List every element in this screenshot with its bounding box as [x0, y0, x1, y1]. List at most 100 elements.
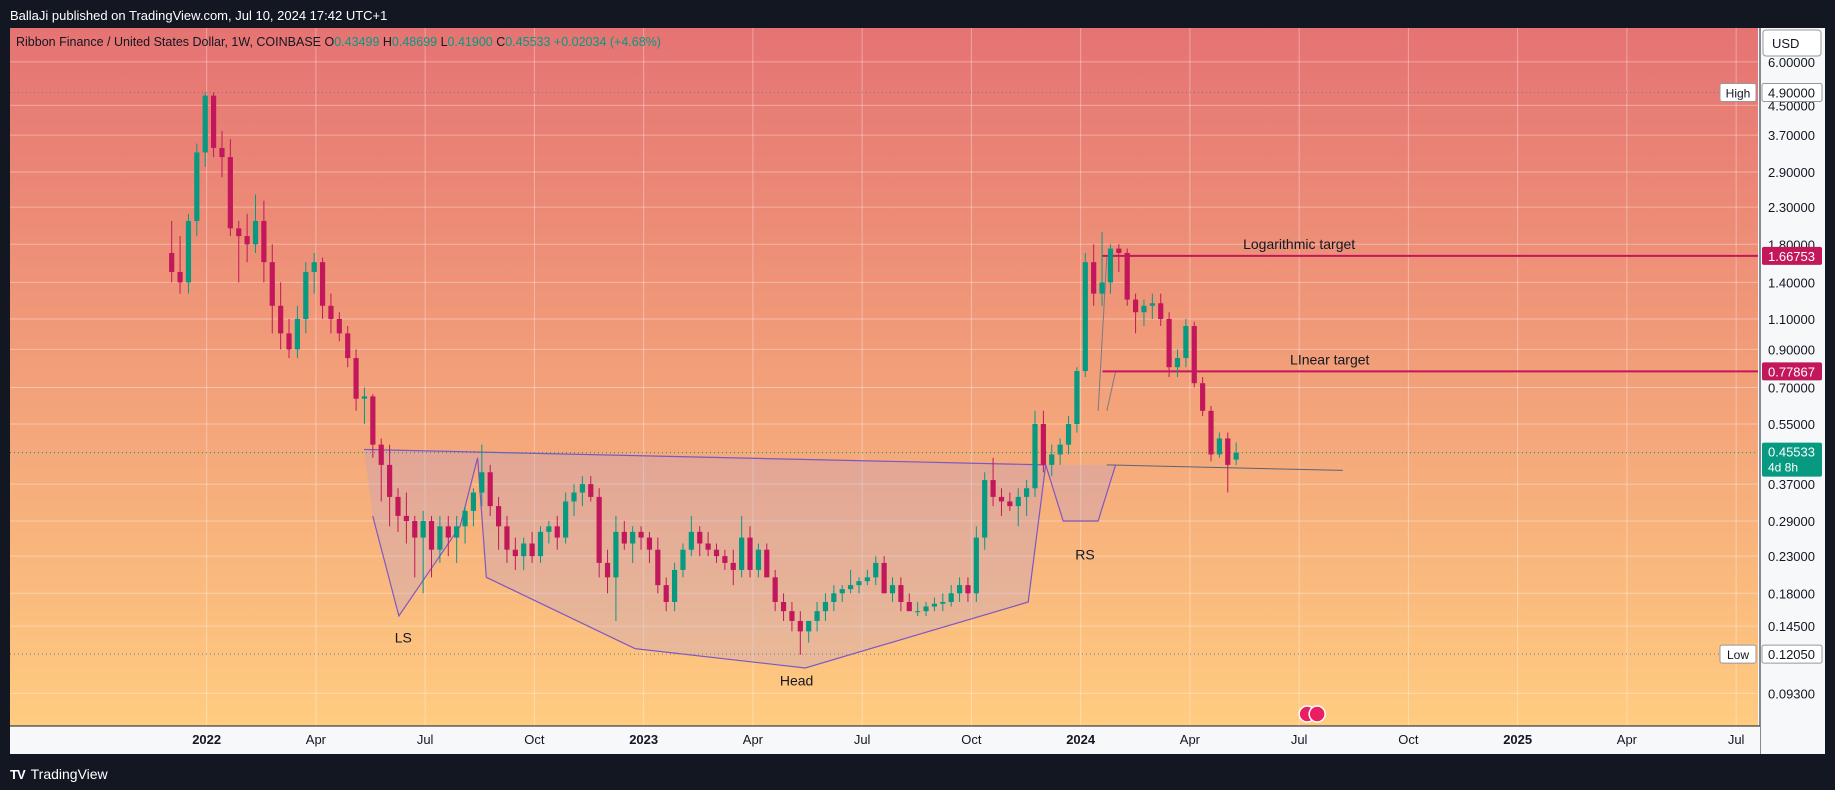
currency-button[interactable]: USD — [1762, 29, 1822, 57]
candle-body — [1149, 303, 1155, 306]
candle — [529, 531, 535, 563]
candle-body — [1124, 252, 1130, 300]
x-tick-label: 2023 — [629, 732, 658, 747]
candle — [387, 444, 393, 527]
publisher-text: BallaJi published on TradingView.com, Ju… — [10, 8, 388, 23]
candle-body — [604, 562, 611, 578]
legend-l-value: 0.41900 — [448, 35, 497, 49]
candle — [236, 220, 242, 283]
candle — [345, 326, 351, 368]
candle-body — [479, 472, 485, 493]
candle-body — [1166, 318, 1172, 368]
candle — [697, 526, 703, 557]
candle — [998, 488, 1005, 516]
candle — [169, 220, 175, 283]
candle-body — [814, 611, 820, 621]
y-tick-label: 0.09300 — [1768, 686, 1815, 701]
candle-body — [219, 147, 225, 158]
candle-body — [269, 262, 275, 306]
candle-body — [613, 531, 619, 578]
candle — [680, 543, 686, 578]
candle — [420, 510, 426, 594]
candle-body — [445, 526, 451, 538]
x-tick-label: Jul — [1728, 732, 1745, 747]
candle-body — [521, 543, 527, 557]
candle-body — [1174, 358, 1181, 368]
candle — [789, 601, 795, 632]
chart-frame: LS Head RS Logarithmic target LInear target 6… — [10, 28, 1825, 754]
pattern-label-ls: LS — [395, 630, 412, 646]
legend-c-value: 0.45533 — [505, 35, 554, 49]
candle-body — [1015, 496, 1021, 507]
candle-body — [554, 526, 560, 538]
candle — [571, 484, 577, 516]
candle-body — [806, 620, 812, 632]
candle — [730, 549, 736, 586]
candle — [1099, 232, 1105, 306]
candle-body — [1032, 424, 1038, 489]
candle-body — [1107, 248, 1114, 283]
candle — [554, 515, 560, 550]
candle — [1091, 244, 1097, 306]
candle — [353, 349, 359, 411]
bar-countdown-label: 4d 8h — [1768, 461, 1798, 475]
candle — [278, 282, 284, 350]
candle-body — [395, 496, 401, 516]
candle-body — [1082, 262, 1088, 372]
neckline — [363, 448, 1046, 466]
candle — [487, 464, 493, 516]
y-tick-label: 0.18000 — [1768, 586, 1815, 601]
candle-body — [177, 271, 183, 283]
candle — [713, 543, 720, 563]
candle — [244, 213, 250, 263]
candle — [1225, 432, 1231, 493]
tradingview-logo[interactable]: TV TradingView — [10, 766, 108, 782]
candle-body — [504, 526, 510, 550]
candle — [361, 387, 368, 425]
legend-c-label: C — [496, 35, 505, 49]
candle — [479, 444, 485, 507]
candle — [328, 293, 334, 334]
candle-body — [286, 333, 292, 350]
candle-body — [1024, 488, 1030, 497]
candle-body — [353, 358, 359, 399]
candle — [747, 526, 753, 578]
price-chart[interactable]: LS Head RS Logarithmic target LInear target 6… — [10, 28, 1825, 754]
candle — [965, 577, 971, 602]
candle-body — [797, 620, 803, 632]
candle — [973, 526, 979, 602]
neckline-extension — [1106, 464, 1343, 471]
candle-body — [982, 480, 988, 538]
candle-body — [747, 537, 753, 570]
candle-body — [1200, 383, 1206, 411]
candle-body — [596, 496, 602, 563]
candle-body — [713, 549, 720, 557]
candle-body — [1233, 452, 1239, 460]
candle-body — [428, 521, 435, 550]
candle — [739, 515, 745, 578]
candle — [848, 569, 854, 594]
candle — [1007, 492, 1013, 511]
candle — [202, 92, 208, 167]
candle-body — [730, 562, 736, 570]
price-axis — [1760, 28, 1825, 754]
candle-body — [739, 537, 745, 570]
candle-body — [1040, 424, 1046, 465]
extreme-tag-label: High — [1726, 87, 1751, 101]
candle-body — [370, 396, 376, 445]
y-tick-label: 1.10000 — [1768, 312, 1815, 327]
candle — [864, 569, 870, 586]
candle — [1049, 444, 1055, 477]
candle-body — [789, 611, 795, 621]
x-tick-label: Oct — [524, 732, 545, 747]
candle-body — [621, 531, 627, 544]
candle-body — [210, 95, 217, 148]
candle-body — [537, 531, 544, 557]
candle — [437, 515, 443, 563]
extreme-price-label: 0.12050 — [1768, 647, 1815, 662]
candle-body — [529, 543, 535, 557]
candle — [336, 312, 342, 342]
extreme-price-badge — [1761, 83, 1823, 103]
candle — [1057, 438, 1063, 465]
y-tick-label: 0.23000 — [1768, 549, 1815, 564]
